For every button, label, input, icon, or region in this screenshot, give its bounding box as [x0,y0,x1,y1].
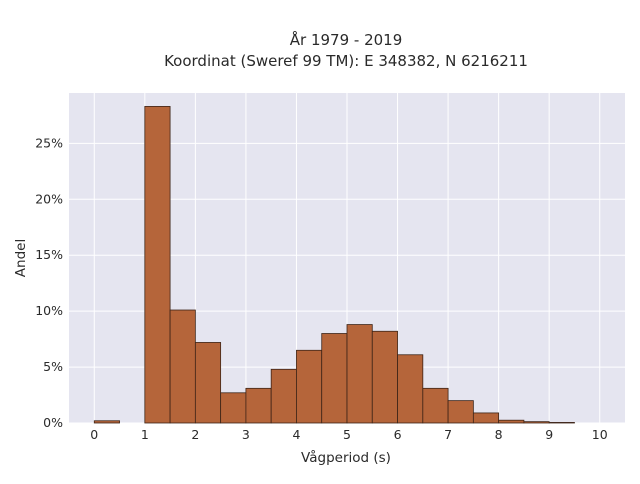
y-axis-ticks: 0% 5% 10% 15% 20% 25% [35,135,63,430]
x-tick-label: 9 [545,427,553,442]
histogram-bar [472,412,500,424]
x-tick-label: 7 [444,427,452,442]
x-tick-label: 1 [141,427,149,442]
y-tick-label: 15% [35,247,63,262]
y-axis-label: Andel [13,239,29,277]
x-tick-label: 6 [394,427,402,442]
y-tick-label: 10% [35,303,63,318]
chart-subtitle: Koordinat (Sweref 99 TM): E 348382, N 62… [164,52,528,70]
histogram-bar [321,333,348,424]
histogram-bar [548,422,575,424]
x-tick-label: 10 [592,427,608,442]
x-tick-label: 8 [495,427,503,442]
histogram-bar [220,392,247,424]
x-tick-label: 4 [292,427,300,442]
histogram-bar [498,419,525,424]
histogram-bar [422,387,449,424]
y-tick-label: 25% [35,135,63,150]
histogram-bar [93,420,120,424]
histogram-bar [169,309,196,424]
x-tick-label: 0 [90,427,98,442]
y-tick-label: 20% [35,191,63,206]
y-tick-label: 5% [43,359,63,374]
y-tick-label: 0% [43,415,63,430]
histogram-bar [447,400,474,424]
x-tick-label: 2 [191,427,199,442]
histogram-bar [397,354,424,424]
histogram-bar [371,330,398,424]
histogram-bars [93,106,575,424]
histogram-bar [245,387,272,424]
x-axis-ticks: 0 1 2 3 4 5 6 7 8 9 10 [90,427,607,442]
histogram-bar [296,349,323,424]
histogram-bar [346,324,373,424]
histogram-bar [523,421,550,424]
chart-title: År 1979 - 2019 [290,30,403,49]
x-axis-label: Vågperiod (s) [301,449,391,466]
x-tick-label: 5 [343,427,351,442]
histogram-bar [270,368,297,424]
histogram-bar [144,106,171,424]
histogram-bar [194,342,222,424]
x-tick-label: 3 [242,427,250,442]
